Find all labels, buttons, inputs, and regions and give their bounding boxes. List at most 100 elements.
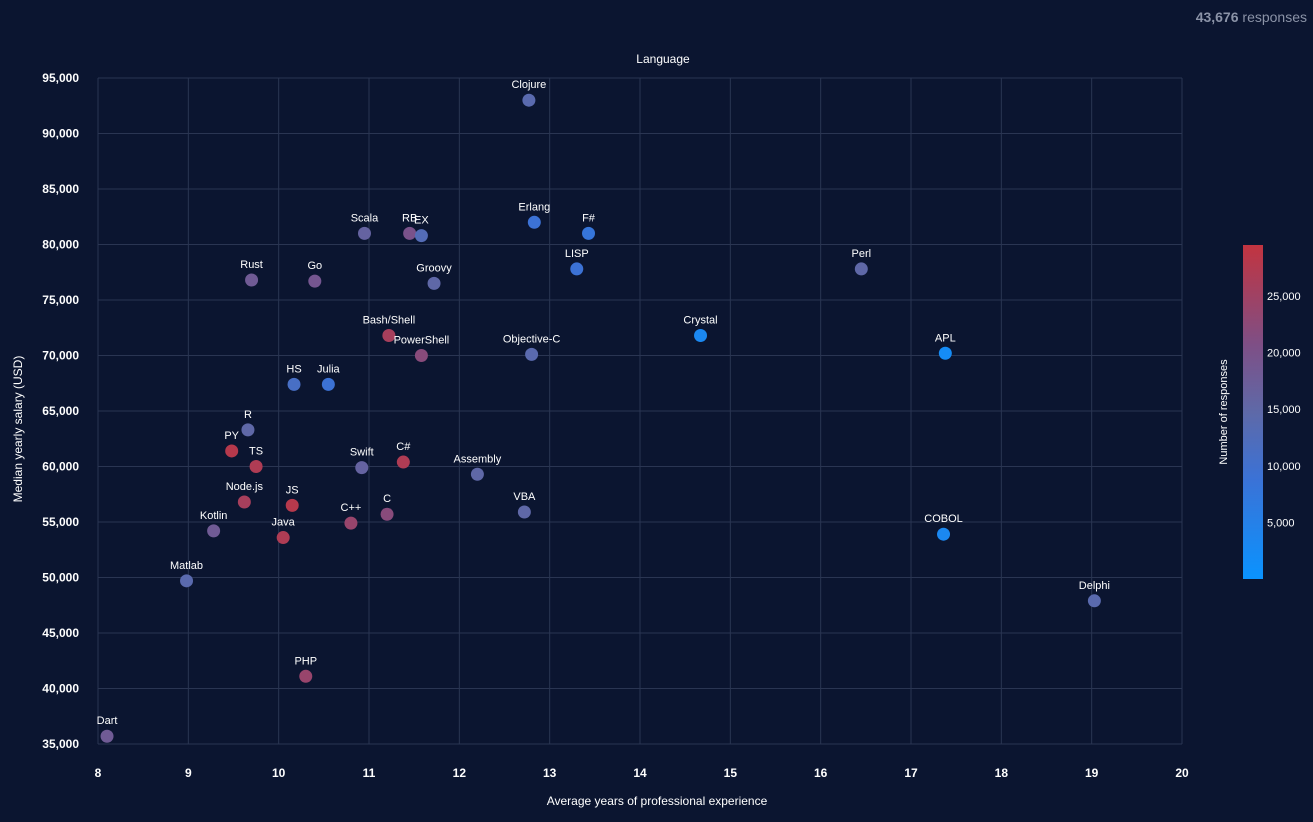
point-label: RB bbox=[402, 212, 417, 224]
x-tick-label: 11 bbox=[363, 766, 376, 780]
data-point[interactable] bbox=[527, 215, 541, 229]
point-label: Perl bbox=[852, 248, 872, 260]
data-point[interactable] bbox=[100, 729, 114, 743]
colorbar-tick-label: 20,000 bbox=[1267, 348, 1301, 360]
data-point[interactable] bbox=[287, 377, 301, 391]
data-point[interactable] bbox=[380, 507, 394, 521]
data-point[interactable] bbox=[694, 329, 708, 343]
data-point[interactable] bbox=[276, 531, 290, 545]
x-tick-label: 12 bbox=[453, 766, 467, 780]
data-point[interactable] bbox=[427, 276, 441, 290]
data-point[interactable] bbox=[357, 226, 371, 240]
data-point[interactable] bbox=[245, 273, 259, 287]
data-point[interactable] bbox=[525, 347, 539, 361]
y-tick-label: 45,000 bbox=[42, 626, 79, 640]
data-point[interactable] bbox=[355, 461, 369, 475]
data-point[interactable] bbox=[396, 455, 410, 469]
point-label: Matlab bbox=[170, 560, 203, 572]
data-point[interactable] bbox=[180, 574, 194, 588]
y-tick-label: 40,000 bbox=[42, 682, 79, 696]
point-label: Java bbox=[272, 517, 296, 529]
point-label: HS bbox=[286, 363, 301, 375]
y-tick-label: 90,000 bbox=[42, 127, 79, 141]
point-label: EX bbox=[414, 215, 429, 227]
data-point[interactable] bbox=[937, 527, 951, 541]
response-count-number: 43,676 bbox=[1195, 9, 1239, 25]
point-label: Assembly bbox=[454, 453, 502, 465]
colorbar-tick-label: 15,000 bbox=[1267, 404, 1301, 416]
y-tick-label: 60,000 bbox=[42, 460, 79, 474]
colorbar-tick-label: 25,000 bbox=[1267, 291, 1301, 303]
data-point[interactable] bbox=[207, 524, 221, 538]
chart-title: Language bbox=[636, 52, 690, 66]
point-label: Scala bbox=[351, 212, 379, 224]
x-tick-label: 8 bbox=[95, 766, 102, 780]
x-tick-label: 19 bbox=[1085, 766, 1099, 780]
point-label: Swift bbox=[350, 447, 374, 459]
x-axis-title: Average years of professional experience bbox=[547, 794, 768, 808]
point-label: R bbox=[244, 409, 252, 421]
data-point[interactable] bbox=[403, 226, 417, 240]
point-label: Bash/Shell bbox=[363, 315, 416, 327]
data-point[interactable] bbox=[237, 495, 251, 509]
data-point[interactable] bbox=[414, 229, 428, 243]
data-point[interactable] bbox=[299, 669, 313, 683]
point-label: Rust bbox=[240, 259, 263, 271]
data-point[interactable] bbox=[854, 262, 868, 276]
colorbar-tick-label: 5,000 bbox=[1267, 517, 1295, 529]
response-count-word: responses bbox=[1242, 9, 1307, 25]
data-point[interactable] bbox=[241, 423, 255, 437]
point-label: F# bbox=[582, 212, 596, 224]
y-tick-label: 35,000 bbox=[42, 737, 79, 751]
y-tick-label: 75,000 bbox=[42, 293, 79, 307]
point-label: C++ bbox=[341, 502, 362, 514]
y-axis-title: Median yearly salary (USD) bbox=[11, 356, 25, 503]
data-point[interactable] bbox=[414, 349, 428, 362]
point-label: VBA bbox=[513, 491, 536, 503]
y-tick-label: 80,000 bbox=[42, 238, 79, 252]
x-tick-label: 18 bbox=[995, 766, 1009, 780]
data-point[interactable] bbox=[570, 262, 584, 276]
point-label: JS bbox=[286, 484, 299, 496]
data-point[interactable] bbox=[285, 498, 299, 512]
colorbar-gradient bbox=[1243, 245, 1263, 579]
response-count: 43,676 responses bbox=[1196, 9, 1307, 25]
y-tick-label: 70,000 bbox=[42, 349, 79, 363]
data-point[interactable] bbox=[382, 329, 396, 343]
point-label: PHP bbox=[294, 655, 317, 667]
point-label: TS bbox=[249, 446, 263, 458]
colorbar-tick-label: 10,000 bbox=[1267, 461, 1301, 473]
data-point[interactable] bbox=[225, 444, 239, 458]
data-point[interactable] bbox=[517, 505, 531, 519]
colorbar: 5,000 10,000 15,000 20,000 25,000 Number of … bbox=[1218, 245, 1301, 579]
x-tick-label: 16 bbox=[814, 766, 828, 780]
grid bbox=[97, 77, 1183, 745]
data-point[interactable] bbox=[582, 226, 596, 240]
y-tick-label: 50,000 bbox=[42, 571, 79, 585]
data-point[interactable] bbox=[344, 516, 358, 530]
data-point[interactable] bbox=[938, 346, 952, 360]
data-point[interactable] bbox=[522, 93, 536, 107]
point-label: Julia bbox=[317, 363, 341, 375]
y-tick-label: 95,000 bbox=[42, 71, 79, 85]
data-point[interactable] bbox=[249, 460, 263, 473]
x-tick-label: 10 bbox=[272, 766, 286, 780]
point-label: Crystal bbox=[683, 315, 717, 327]
point-label: Node.js bbox=[226, 481, 264, 493]
data-point[interactable] bbox=[321, 377, 335, 391]
point-label: Clojure bbox=[511, 79, 546, 91]
x-tick-label: 9 bbox=[185, 766, 192, 780]
data-point[interactable] bbox=[470, 467, 484, 481]
point-label: COBOL bbox=[924, 513, 963, 525]
point-label: Groovy bbox=[416, 262, 452, 274]
point-label: PowerShell bbox=[394, 335, 450, 347]
x-tick-label: 14 bbox=[633, 766, 647, 780]
colorbar-title: Number of responses bbox=[1218, 359, 1230, 465]
y-tick-label: 85,000 bbox=[42, 182, 79, 196]
x-tick-label: 20 bbox=[1175, 766, 1189, 780]
data-point[interactable] bbox=[1087, 594, 1101, 608]
point-label: Dart bbox=[97, 715, 118, 727]
data-point[interactable] bbox=[308, 274, 322, 288]
